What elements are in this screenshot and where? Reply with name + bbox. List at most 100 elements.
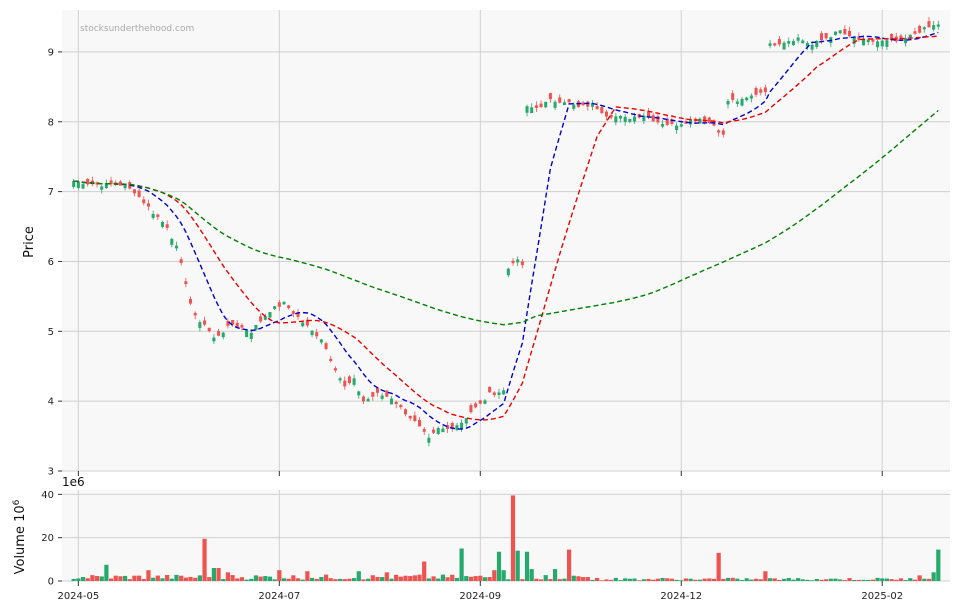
- candle-body: [315, 332, 319, 337]
- volume-bar: [347, 578, 352, 581]
- volume-bar: [85, 578, 90, 581]
- volume-bar: [468, 576, 474, 581]
- candle-body: [782, 42, 786, 50]
- candle-body: [721, 130, 725, 135]
- candle-body: [819, 33, 823, 41]
- volume-bar: [235, 578, 240, 581]
- volume-bar: [389, 578, 394, 581]
- candle-body: [226, 320, 230, 326]
- x-tick-label: 2024-09: [459, 591, 501, 602]
- volume-bar: [492, 570, 497, 581]
- candle-body: [324, 343, 328, 349]
- candle-body: [446, 425, 450, 429]
- candle-body: [497, 392, 501, 395]
- volume-bar: [623, 578, 628, 581]
- candle-body: [590, 102, 594, 107]
- volume-bar: [739, 580, 745, 581]
- volume-bar: [258, 576, 263, 581]
- volume-bar: [744, 578, 749, 581]
- volume-bar: [548, 579, 553, 581]
- x-axis: 2024-05 2024-07 2024-09 2024-12 2025-02: [57, 471, 903, 602]
- volume-bar: [426, 578, 431, 581]
- candle-body: [366, 398, 370, 402]
- x-tick-label: 2024-05: [57, 591, 99, 602]
- volume-bar: [487, 577, 492, 581]
- volume-bar: [267, 576, 273, 581]
- volume-bar: [132, 575, 137, 581]
- volume-bar: [216, 568, 221, 581]
- candle-body: [857, 36, 861, 40]
- candle-body: [90, 180, 94, 185]
- volume-bar: [473, 576, 478, 581]
- candle-body: [282, 301, 286, 305]
- volume-bar: [707, 578, 712, 581]
- volume-bar: [898, 578, 904, 581]
- candle-body: [675, 125, 679, 131]
- volume-bar: [637, 580, 642, 581]
- volume-bar: [856, 579, 861, 581]
- volume-bar: [249, 578, 254, 581]
- candle-body: [361, 396, 365, 402]
- candle-body: [310, 330, 314, 336]
- candle-body: [165, 224, 169, 228]
- volume-bar: [772, 578, 777, 581]
- candle-body: [488, 386, 492, 393]
- volume-bar: [777, 579, 782, 581]
- volume-bars: [71, 495, 941, 581]
- candle-body: [773, 43, 777, 46]
- candle-body: [777, 38, 781, 45]
- volume-bar: [543, 575, 548, 581]
- volume-bar: [870, 579, 875, 581]
- candle-body: [651, 115, 655, 122]
- volume-bar: [221, 579, 226, 581]
- candle-body: [763, 87, 767, 93]
- candle-body: [333, 368, 337, 371]
- volume-bar: [800, 579, 805, 581]
- candle-body: [142, 199, 146, 204]
- volume-bar: [225, 572, 231, 581]
- volume-bar: [758, 579, 763, 581]
- volume-bar: [137, 575, 142, 581]
- candle-body: [432, 429, 436, 433]
- volume-bar: [828, 578, 833, 581]
- volume-bar: [866, 579, 871, 581]
- candle-body: [890, 33, 894, 40]
- volume-bar: [207, 577, 212, 581]
- candle-body: [375, 387, 379, 393]
- volume-bar: [912, 579, 918, 581]
- candle-body: [301, 322, 305, 327]
- candle-body: [137, 190, 141, 197]
- candle-body: [642, 115, 646, 121]
- candle-body: [460, 422, 464, 429]
- volume-bar: [510, 495, 516, 581]
- volume-bar: [146, 570, 151, 581]
- candle-body: [492, 392, 496, 396]
- volume-bar: [417, 574, 422, 581]
- volume-bar: [781, 578, 787, 581]
- price-tick-label: 6: [48, 257, 54, 268]
- volume-bar: [515, 550, 520, 581]
- candle-body: [866, 39, 870, 43]
- volume-bar: [884, 578, 890, 581]
- volume-bar: [852, 579, 857, 581]
- candle-body: [670, 119, 674, 125]
- candle-body: [287, 305, 291, 309]
- candle-body: [530, 107, 534, 114]
- candle-body: [548, 93, 552, 100]
- candle-body: [235, 322, 239, 328]
- volume-bar: [552, 569, 558, 581]
- candle-body: [572, 104, 576, 109]
- volume-bar: [725, 577, 731, 581]
- volume-bar: [239, 577, 245, 581]
- candle-body: [273, 306, 277, 309]
- candle-body: [684, 121, 688, 124]
- volume-bar: [323, 574, 329, 581]
- candle-body: [712, 121, 716, 126]
- candle-body: [207, 327, 211, 332]
- volume-bar: [193, 577, 198, 581]
- volume-bar: [80, 577, 86, 581]
- candle-body: [913, 31, 917, 34]
- volume-bar: [337, 578, 343, 581]
- candle-body: [474, 403, 478, 408]
- candle-body: [815, 40, 819, 47]
